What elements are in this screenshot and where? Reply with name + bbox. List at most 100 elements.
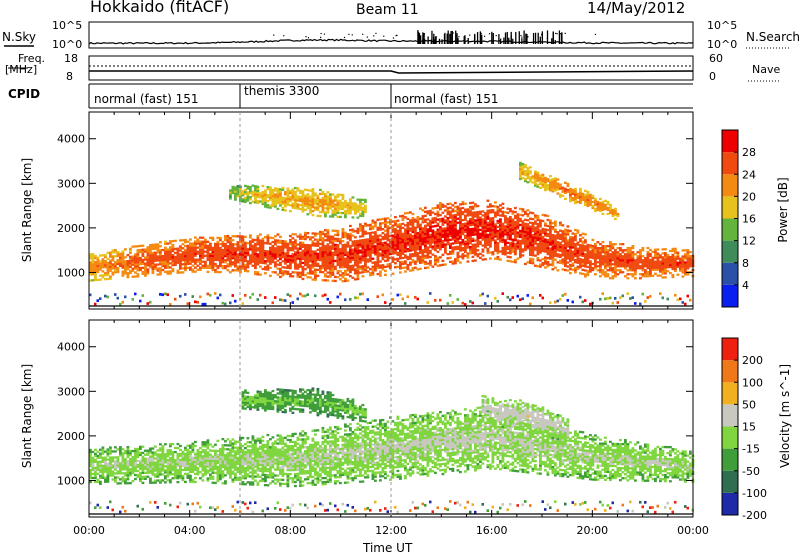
heatmap-cell [497,226,500,228]
heatmap-cell [252,241,255,243]
heatmap-cell [117,448,120,450]
heatmap-cell [519,240,522,242]
heatmap-cell [589,256,592,258]
heatmap-cell [322,243,325,245]
heatmap-cell [274,235,277,237]
heatmap-cell [272,191,275,193]
heatmap-cell [534,223,537,225]
heatmap-cell [472,252,475,254]
heatmap-cell [402,298,405,301]
heatmap-cell [424,225,427,227]
heatmap-cell [567,253,570,255]
heatmap-cell [577,268,580,270]
heatmap-cell [559,248,562,250]
heatmap-cell [432,266,435,268]
heatmap-cell [674,268,677,270]
heatmap-cell [549,179,552,181]
heatmap-cell [137,448,140,450]
heatmap-cell [374,237,377,239]
heatmap-cell [429,228,432,230]
heatmap-cell [267,258,270,260]
heatmap-cell [139,267,142,269]
heatmap-cell [642,293,645,296]
heatmap-cell [379,252,382,254]
heatmap-cell [477,237,480,239]
heatmap-cell [209,249,212,251]
heatmap-cell [347,243,350,245]
heatmap-cell [657,257,660,259]
heatmap-cell [227,237,230,239]
heatmap-cell [632,275,635,277]
heatmap-cell [99,483,102,485]
heatmap-cell [329,256,332,258]
heatmap-cell [99,457,102,459]
heatmap-cell [267,186,270,188]
heatmap-cell [279,200,282,202]
heatmap-cell [434,249,437,251]
heatmap-cell [374,245,377,247]
heatmap-cell [177,250,180,252]
heatmap-cell [152,248,155,250]
heatmap-cell [419,236,422,238]
heatmap-cell [422,255,425,257]
heatmap-cell [469,238,472,240]
heatmap-cell [284,191,287,193]
heatmap-cell [102,262,105,264]
heatmap-cell [354,230,357,232]
heatmap-cell [179,263,182,265]
heatmap-cell [267,264,270,266]
heatmap-cell [147,246,150,248]
heatmap-cell [279,202,282,204]
heatmap-cell [319,211,322,213]
heatmap-cell [489,241,492,243]
noise-search-dot [362,34,363,35]
heatmap-cell [664,266,667,268]
heatmap-cell [332,193,335,195]
heatmap-cell [534,243,537,245]
heatmap-cell [309,264,312,266]
heatmap-cell [459,207,462,209]
heatmap-cell [317,243,320,245]
heatmap-cell [392,273,395,275]
heatmap-cell [454,230,457,232]
heatmap-cell [354,278,357,280]
heatmap-cell [657,253,660,255]
heatmap-cell [497,234,500,236]
heatmap-cell [629,267,632,269]
heatmap-cell [242,235,245,237]
heatmap-cell [202,251,205,253]
heatmap-cell [234,186,237,188]
heatmap-cell [332,268,335,270]
heatmap-cell [269,193,272,195]
heatmap-cell [324,207,327,209]
heatmap-cell [317,249,320,251]
heatmap-cell [339,262,342,264]
heatmap-cell [139,251,142,253]
heatmap-cell [397,234,400,236]
heatmap-cell [337,230,340,232]
heatmap-cell [432,245,435,247]
heatmap-cell [522,297,525,300]
heatmap-cell [437,235,440,237]
noise-search-dot [308,37,309,38]
heatmap-cell [604,259,607,261]
heatmap-cell [522,254,525,256]
heatmap-cell [419,268,422,270]
heatmap-cell [539,223,542,225]
heatmap-cell [662,272,665,274]
heatmap-cell [242,239,245,241]
heatmap-cell [414,263,417,265]
heatmap-cell [177,262,180,264]
heatmap-cell [349,245,352,247]
heatmap-cell [224,259,227,261]
heatmap-cell [234,235,237,237]
heatmap-cell [507,234,510,236]
heatmap-cell [289,275,292,277]
heatmap-cell [379,248,382,250]
heatmap-cell [499,222,502,224]
heatmap-cell [642,263,645,265]
heatmap-cell [464,255,467,257]
heatmap-cell [277,239,280,241]
heatmap-cell [117,297,120,300]
heatmap-cell [129,266,132,268]
